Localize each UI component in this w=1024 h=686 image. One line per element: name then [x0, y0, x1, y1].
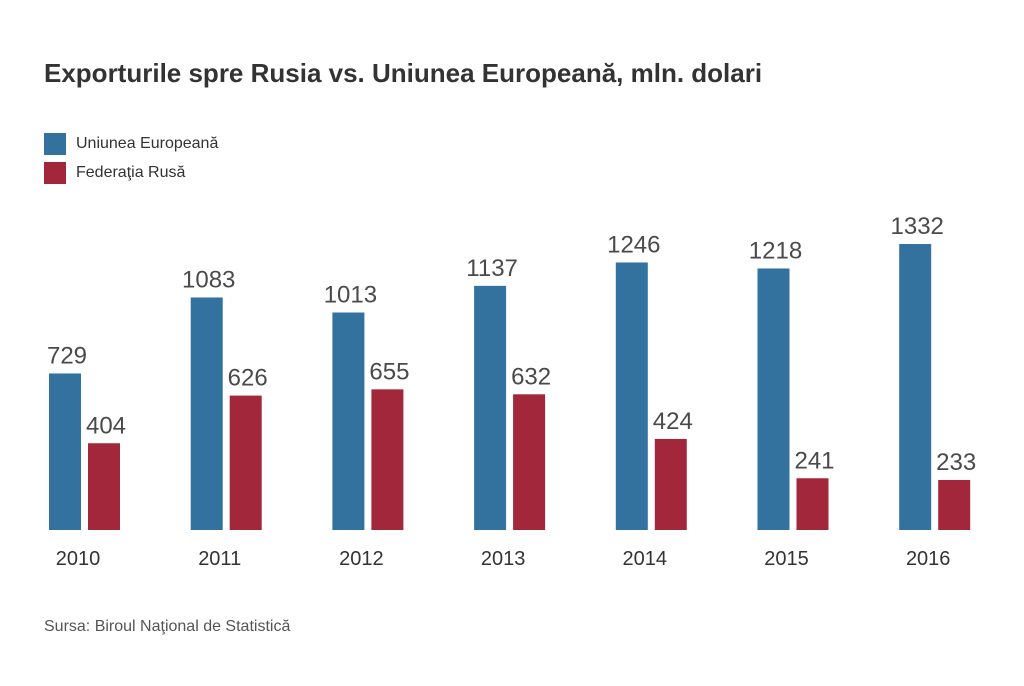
x-tick-label-2012: 2012: [339, 548, 384, 570]
legend-swatch-russia: [44, 162, 66, 184]
x-tick-label-2013: 2013: [481, 548, 526, 570]
bar-eu-2013: [474, 285, 507, 530]
bar-eu-2016: [899, 244, 932, 530]
data-label-eu-2015: 1218: [749, 237, 802, 264]
data-label-russia-2015: 241: [794, 447, 834, 474]
x-tick-label-2016: 2016: [906, 548, 951, 570]
legend-item-eu: Uniunea Europeană: [44, 132, 218, 156]
legend-label-eu: Uniunea Europeană: [76, 135, 219, 152]
bar-russia-2011: [229, 395, 262, 530]
chart-title: Exporturile spre Rusia vs. Uniunea Europ…: [44, 58, 763, 88]
data-label-eu-2011: 1083: [182, 266, 235, 293]
data-label-russia-2012: 655: [369, 358, 409, 385]
bar-russia-2015: [796, 478, 829, 530]
x-tick-label-2015: 2015: [764, 548, 809, 570]
source-note: Sursa: Biroul Naţional de Statistică: [44, 618, 291, 635]
x-tick-label-2014: 2014: [623, 548, 668, 570]
data-label-russia-2013: 632: [511, 363, 551, 390]
data-label-russia-2010: 404: [86, 412, 126, 439]
bar-russia-2010: [88, 443, 120, 530]
bar-eu-2014: [615, 262, 648, 530]
x-tick-label-2011: 2011: [198, 548, 241, 570]
legend-item-russia: Federaţia Rusă: [44, 161, 218, 185]
data-label-eu-2016: 1332: [891, 213, 944, 240]
legend: Uniunea Europeană Federaţia Rusă: [44, 132, 218, 190]
bar-eu-2010: [49, 373, 81, 530]
bar-russia-2016: [938, 479, 971, 530]
data-label-eu-2013: 1137: [466, 255, 518, 282]
bar-russia-2014: [654, 438, 687, 530]
data-label-russia-2011: 626: [228, 365, 268, 392]
bar-russia-2012: [371, 389, 404, 530]
data-label-eu-2014: 1246: [607, 231, 660, 258]
bar-eu-2012: [332, 312, 365, 530]
x-tick-label-2010: 2010: [56, 548, 101, 570]
legend-label-russia: Federaţia Rusă: [76, 164, 186, 181]
bar-eu-2011: [190, 297, 223, 530]
bar-eu-2015: [757, 268, 790, 530]
data-label-russia-2016: 233: [936, 449, 976, 476]
bar-russia-2013: [513, 394, 546, 530]
data-label-eu-2012: 1013: [324, 281, 377, 308]
legend-swatch-eu: [44, 133, 66, 155]
data-label-eu-2010: 729: [47, 342, 87, 369]
data-label-russia-2014: 424: [653, 408, 693, 435]
